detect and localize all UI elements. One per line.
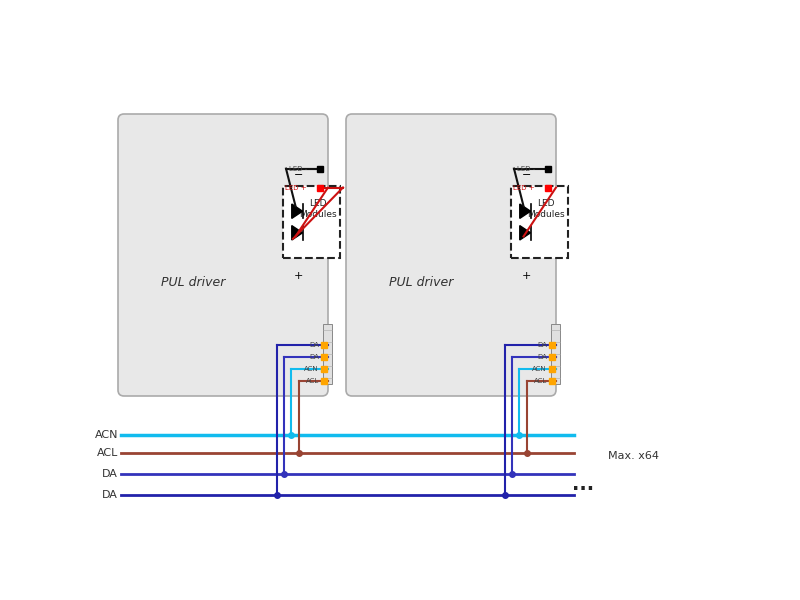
FancyBboxPatch shape: [346, 114, 556, 396]
Text: DA: DA: [102, 469, 118, 479]
Polygon shape: [520, 204, 530, 218]
Text: LED -: LED -: [289, 166, 307, 172]
Text: PUL driver: PUL driver: [389, 275, 454, 289]
Text: +: +: [294, 271, 304, 281]
Text: ACN: ACN: [94, 430, 118, 440]
Polygon shape: [292, 204, 302, 218]
Text: ACL: ACL: [306, 378, 319, 384]
Text: ACN: ACN: [304, 366, 319, 372]
Polygon shape: [520, 226, 530, 240]
Text: ...: ...: [572, 475, 594, 494]
Text: DA: DA: [102, 490, 118, 500]
Text: −: −: [522, 170, 532, 180]
FancyBboxPatch shape: [283, 186, 340, 258]
Text: LED
Modules: LED Modules: [299, 199, 337, 219]
Text: +: +: [522, 271, 532, 281]
Text: DA: DA: [309, 342, 319, 348]
Text: Max. x64: Max. x64: [609, 451, 659, 461]
Bar: [322, 324, 332, 384]
Text: DA: DA: [309, 354, 319, 360]
Text: ACL: ACL: [534, 378, 547, 384]
Text: LED -: LED -: [517, 166, 535, 172]
Text: LED
Modules: LED Modules: [527, 199, 565, 219]
Text: DA: DA: [537, 342, 547, 348]
Polygon shape: [292, 226, 302, 240]
Bar: [550, 324, 560, 384]
Text: DA: DA: [537, 354, 547, 360]
Text: LED +: LED +: [514, 185, 535, 191]
Text: LED +: LED +: [286, 185, 307, 191]
Text: ACN: ACN: [532, 366, 547, 372]
FancyBboxPatch shape: [118, 114, 328, 396]
Text: ACL: ACL: [97, 448, 118, 458]
Text: PUL driver: PUL driver: [161, 275, 226, 289]
Text: −: −: [294, 170, 304, 180]
FancyBboxPatch shape: [511, 186, 568, 258]
